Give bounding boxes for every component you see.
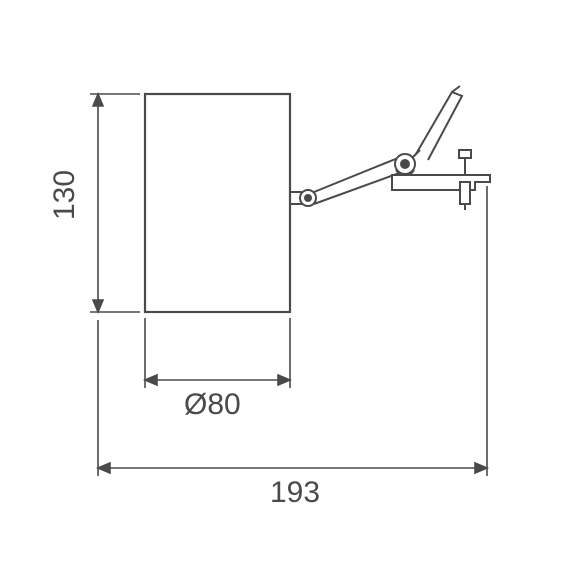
label-diameter: Ø80 — [184, 388, 241, 422]
arm-assembly — [290, 86, 490, 210]
label-width: 193 — [270, 476, 320, 510]
lamp-body — [145, 94, 290, 312]
dimension-width — [98, 186, 487, 476]
dimension-diameter — [145, 318, 290, 388]
label-height: 130 — [48, 170, 82, 220]
dimension-height — [90, 94, 140, 312]
